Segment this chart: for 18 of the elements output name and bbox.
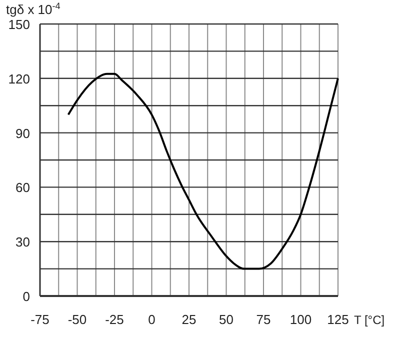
y-tick-label: 120	[8, 71, 30, 86]
y-tick-label: 0	[22, 289, 30, 304]
y-tick-label: 60	[16, 180, 30, 196]
x-tick-label: 25	[182, 312, 196, 327]
y-axis-title: tgδ x 10$^{-4}$	[6, 1, 60, 17]
y-tick-label: 150	[8, 17, 30, 32]
y-tick-label: 90	[16, 126, 30, 141]
x-tick-label: -50	[68, 312, 87, 327]
y-tick-label: 30	[16, 234, 30, 250]
x-tick-label: -75	[30, 312, 50, 327]
x-tick-label: 50	[219, 312, 234, 327]
x-tick-label: -25	[105, 312, 124, 327]
x-tick-label: 75	[256, 312, 271, 327]
x-axis-title: T [°C]	[354, 313, 385, 327]
x-tick-label: 100	[290, 312, 312, 327]
x-tick-label: 125	[327, 312, 349, 327]
line-series	[67, 72, 339, 270]
x-tick-label: 0	[148, 312, 156, 327]
